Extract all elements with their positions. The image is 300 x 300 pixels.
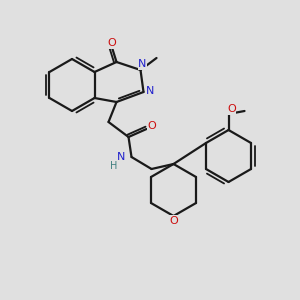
Text: N: N [146, 86, 155, 96]
Text: O: O [107, 38, 116, 48]
Text: O: O [169, 216, 178, 226]
Text: N: N [138, 59, 147, 69]
Text: O: O [227, 104, 236, 114]
Text: H: H [110, 161, 117, 171]
Text: N: N [117, 152, 126, 162]
Text: O: O [147, 121, 156, 131]
